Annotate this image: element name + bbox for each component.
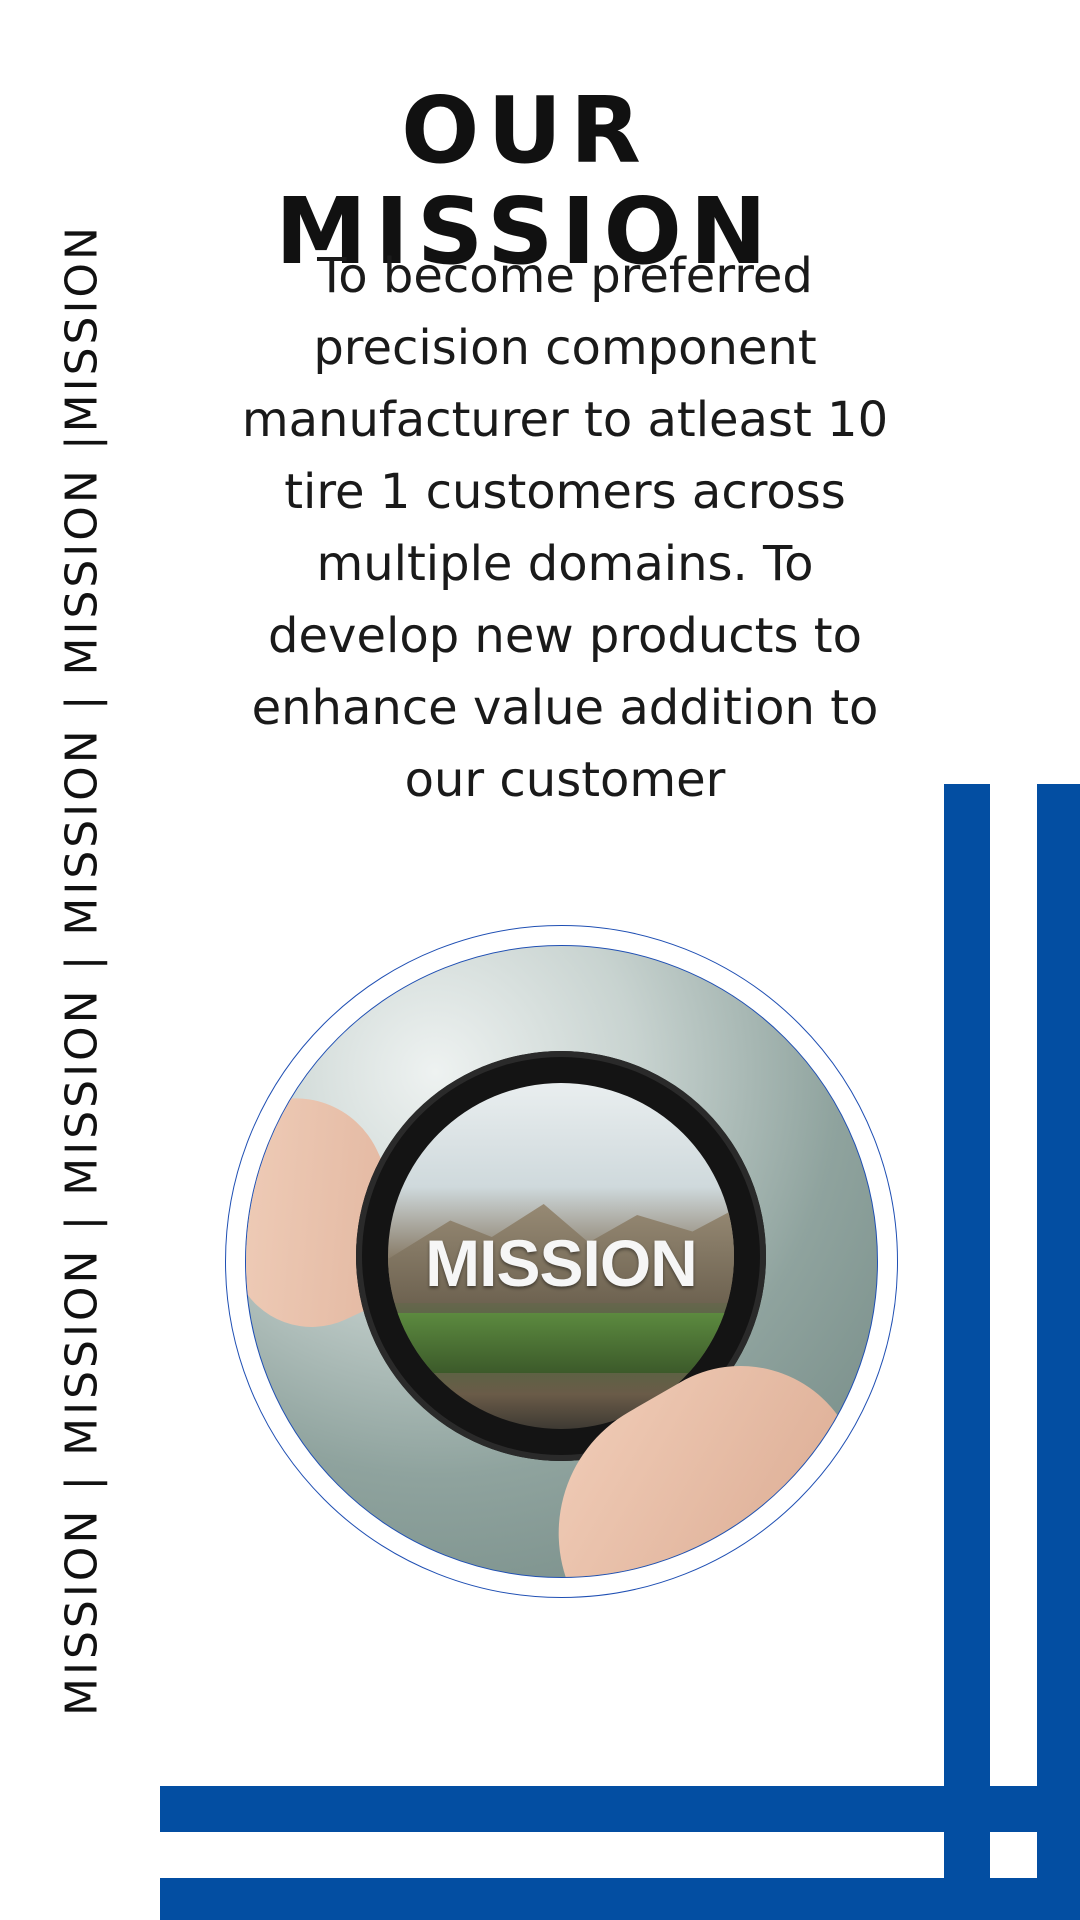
mission-lens-image: MISSION: [245, 945, 878, 1578]
blue-vertical-bar-left: [944, 784, 990, 1920]
vertical-side-text: MISSION | MISSION | MISSION | MISSION | …: [56, 224, 108, 1716]
page-title: OUR MISSION: [275, 77, 775, 286]
vertical-side-banner: MISSION | MISSION | MISSION | MISSION | …: [52, 160, 112, 1780]
forest-shape: [388, 1313, 734, 1373]
blue-horizontal-bar-bottom: [160, 1878, 1080, 1920]
blue-horizontal-bar-top: [160, 1786, 1080, 1832]
image-outer-ring: [225, 925, 898, 1598]
lens-mission-word: MISSION: [425, 1226, 698, 1300]
lens-glass: MISSION: [388, 1083, 734, 1429]
blue-vertical-bar-right: [1037, 784, 1080, 1920]
mission-statement: To become preferred precision component …: [241, 248, 889, 808]
